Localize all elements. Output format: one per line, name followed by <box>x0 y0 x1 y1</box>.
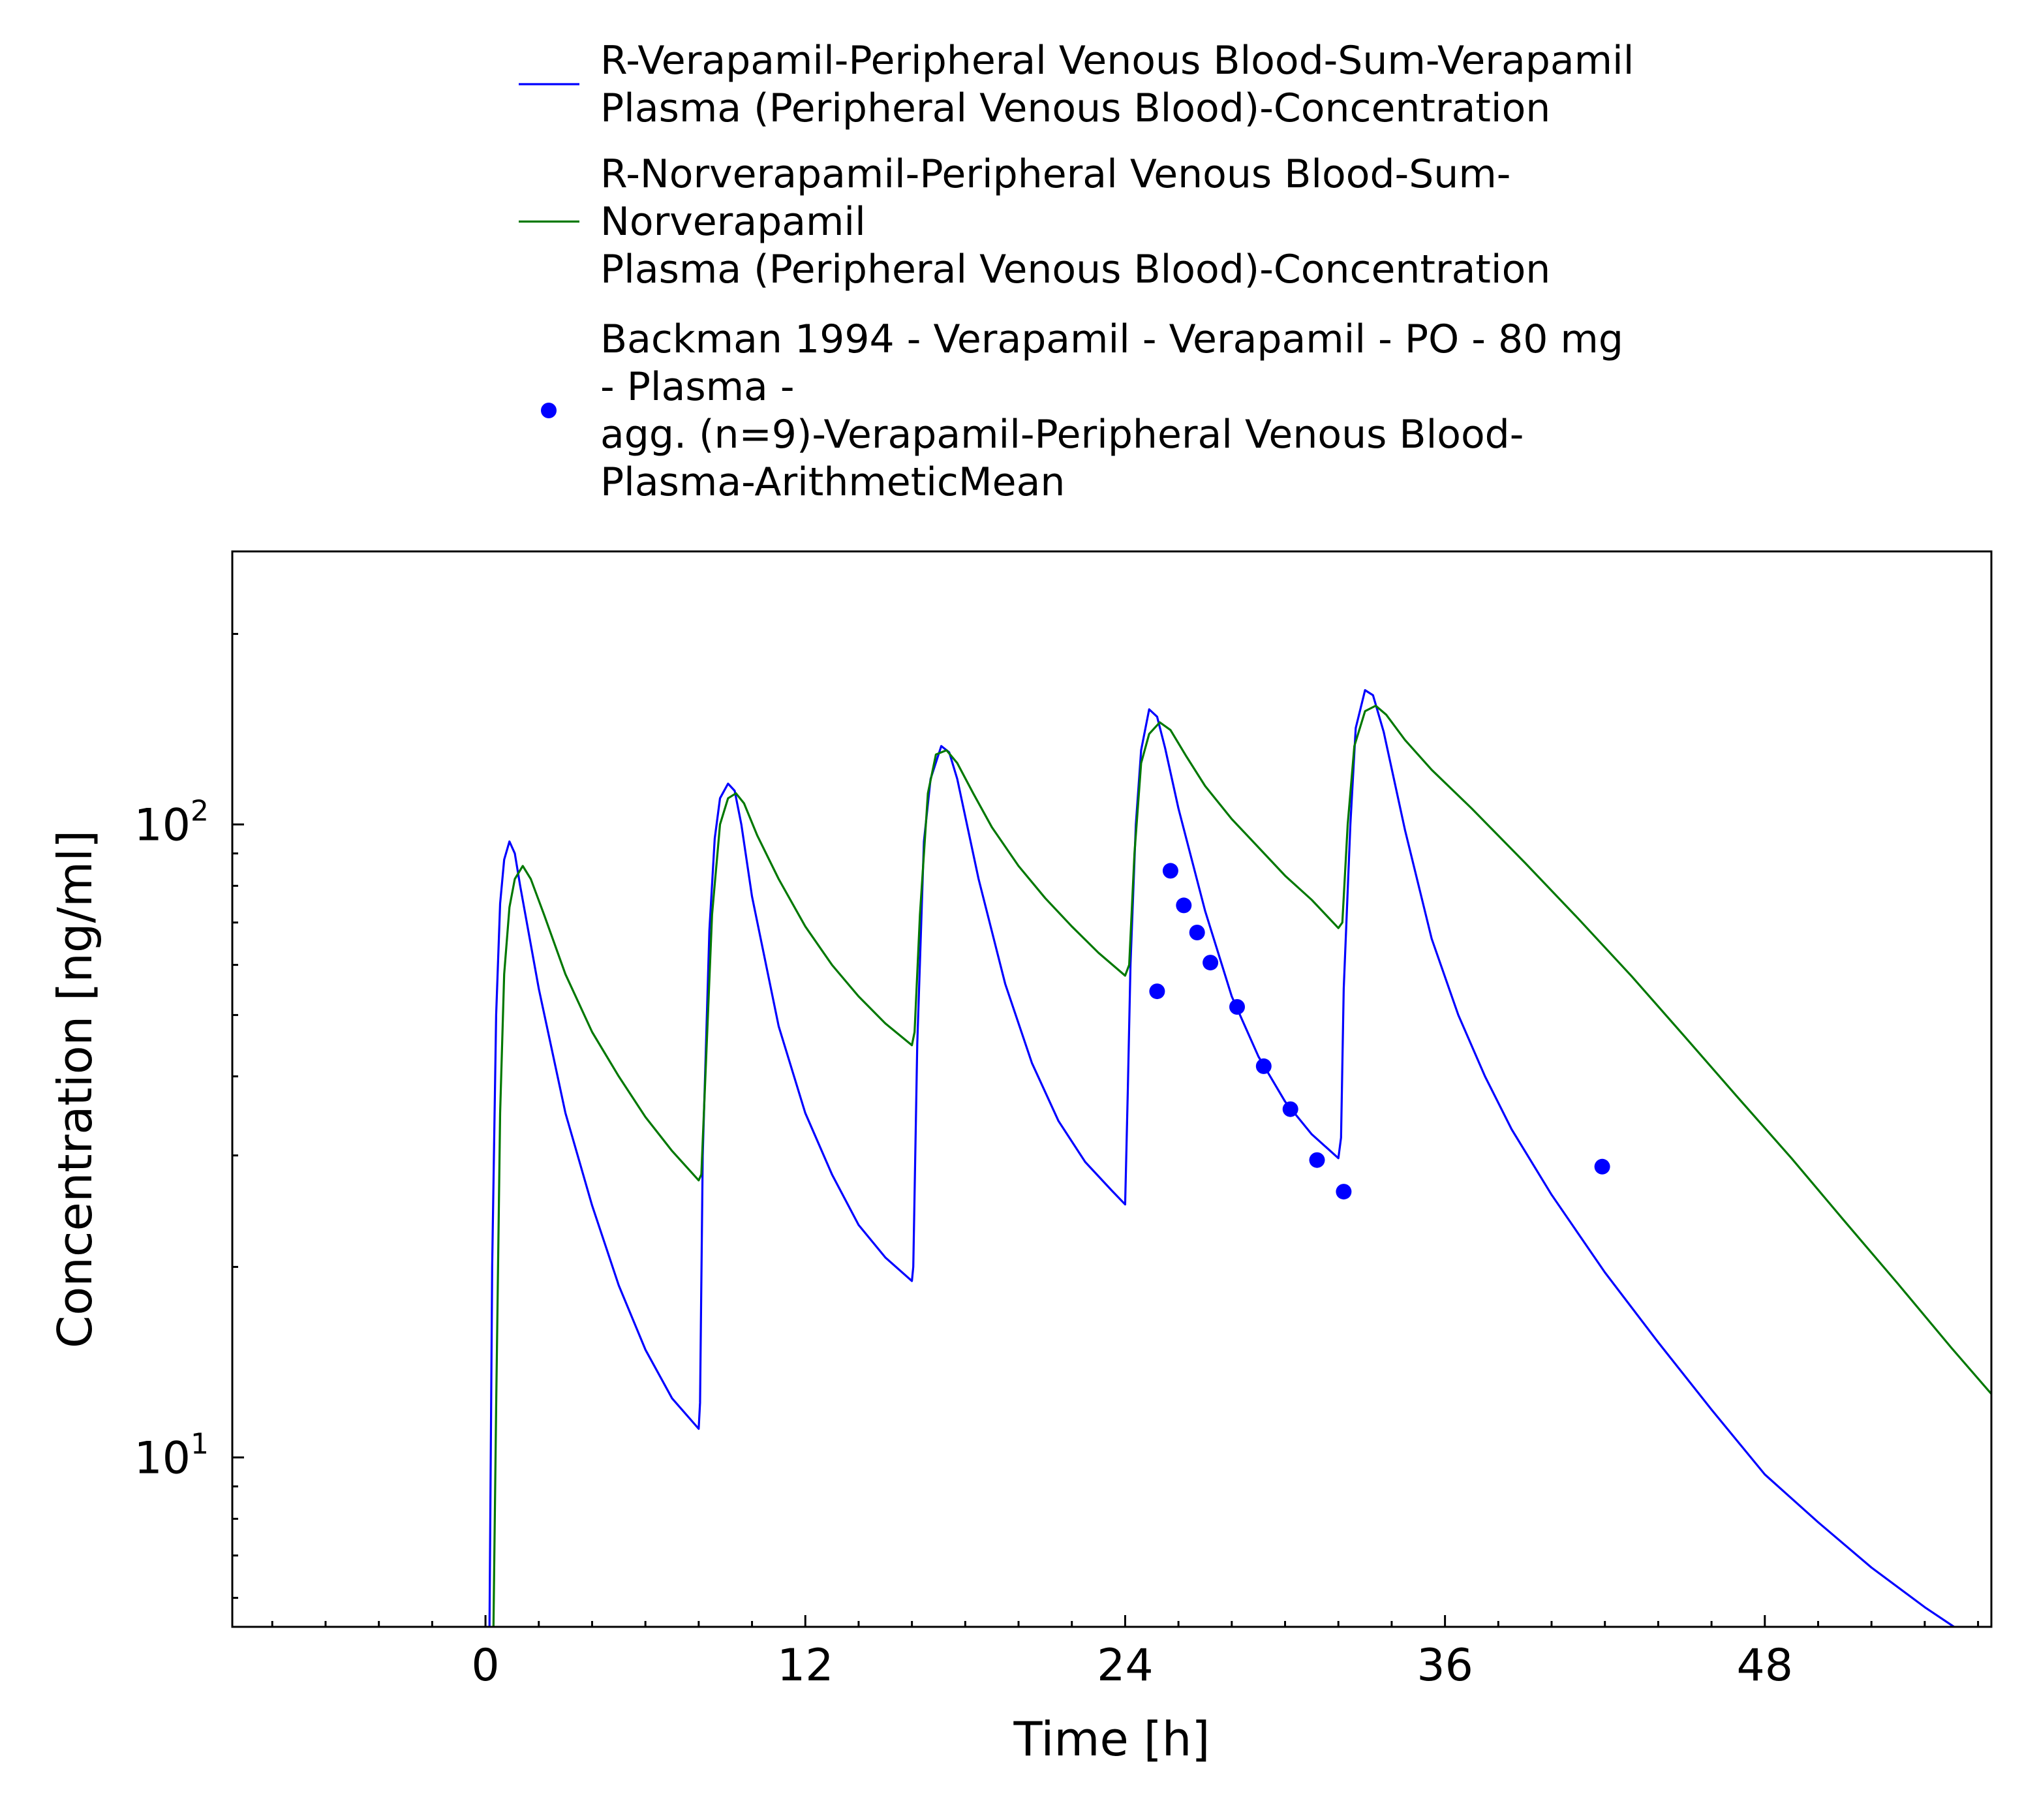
legend-label: R-Norverapamil-Peripheral Venous Blood-S… <box>600 151 1510 197</box>
x-axis: 0 12 24 36 48 <box>271 1615 1980 1691</box>
legend-label: Norverapamil <box>600 199 866 245</box>
legend-label: R-Verapamil-Peripheral Venous Blood-Sum-… <box>600 38 1634 84</box>
legend-entry: R-Verapamil-Peripheral Venous Blood-Sum-… <box>519 38 1634 131</box>
data-point <box>1149 983 1165 1000</box>
data-point <box>1176 897 1192 914</box>
data-point <box>1162 863 1178 879</box>
x-tick-label: 12 <box>777 1640 834 1691</box>
legend-label: agg. (n=9)-Verapamil-Peripheral Venous B… <box>600 412 1524 457</box>
data-point <box>1203 955 1219 971</box>
legend-label: Plasma (Peripheral Venous Blood)-Concent… <box>600 85 1550 131</box>
legend-marker-swatch <box>541 403 557 418</box>
series-line-1 <box>492 704 1991 1627</box>
x-tick-label: 36 <box>1417 1640 1473 1691</box>
x-tick-label: 48 <box>1737 1640 1794 1691</box>
y-axis: 101 102 <box>134 632 244 1599</box>
legend-label: - Plasma - <box>600 364 795 410</box>
data-point <box>1229 999 1245 1015</box>
data-point <box>1255 1058 1272 1074</box>
legend-entry: Backman 1994 - Verapamil - Verapamil - P… <box>541 316 1623 505</box>
legend: R-Verapamil-Peripheral Venous Blood-Sum-… <box>519 38 1634 505</box>
data-point <box>1336 1184 1352 1200</box>
legend-label: Plasma (Peripheral Venous Blood)-Concent… <box>600 247 1550 292</box>
y-tick-label: 101 <box>134 1427 209 1484</box>
legend-label: Backman 1994 - Verapamil - Verapamil - P… <box>600 316 1623 362</box>
plot-frame <box>231 550 1993 1628</box>
x-tick-label: 24 <box>1097 1640 1154 1691</box>
series-line-0 <box>488 689 1955 1627</box>
y-tick-label: 102 <box>134 794 209 851</box>
series-layer <box>488 689 1991 1627</box>
plot-area: 101 102 0 12 24 36 48 <box>134 550 1993 1691</box>
data-point <box>1309 1152 1325 1168</box>
y-axis-label: Concentration [ng/ml] <box>48 830 102 1348</box>
x-tick-label: 0 <box>471 1640 499 1691</box>
data-point <box>1189 925 1205 940</box>
legend-label: Plasma-ArithmeticMean <box>600 459 1065 505</box>
x-axis-label: Time [h] <box>1013 1712 1210 1766</box>
legend-entry: R-Norverapamil-Peripheral Venous Blood-S… <box>519 151 1550 292</box>
data-point <box>1282 1101 1298 1117</box>
data-point <box>1594 1158 1610 1175</box>
